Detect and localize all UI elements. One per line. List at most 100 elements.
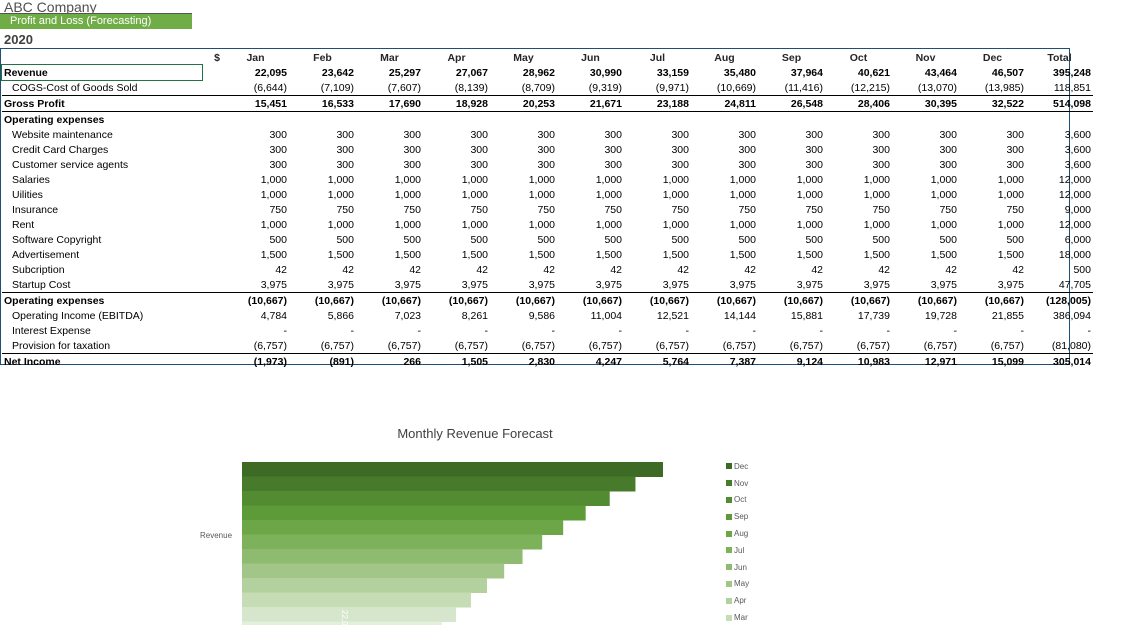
empty-cell[interactable] — [289, 111, 356, 127]
value-cell[interactable]: 1,000 — [796, 218, 823, 231]
value-cell[interactable]: (9,971) — [655, 81, 689, 94]
total-cell[interactable]: 47,705 — [1058, 278, 1091, 291]
revenue-bar-chart[interactable]: 22,0 — [0, 440, 720, 625]
value-cell[interactable]: 7,023 — [394, 309, 421, 322]
empty-cell[interactable] — [490, 111, 557, 127]
value-cell[interactable]: 750 — [403, 203, 421, 216]
value-cell[interactable]: 30,395 — [892, 95, 959, 112]
value-cell[interactable]: 1,000 — [662, 173, 689, 186]
value-cell[interactable]: - — [819, 324, 824, 337]
value-cell[interactable]: (10,669) — [716, 81, 756, 94]
row-label[interactable]: Salaries — [12, 173, 50, 186]
value-cell[interactable]: - — [953, 324, 958, 337]
value-cell[interactable]: (11,416) — [784, 81, 823, 94]
empty-cell[interactable] — [624, 111, 691, 127]
empty-cell[interactable] — [423, 111, 490, 127]
value-cell[interactable]: 21,855 — [991, 309, 1024, 322]
value-cell[interactable]: 28,962 — [522, 66, 555, 79]
value-cell[interactable]: 4,784 — [260, 309, 287, 322]
bar-mar[interactable] — [242, 592, 471, 608]
legend-item[interactable]: Nov — [726, 475, 749, 492]
value-cell[interactable]: 1,500 — [461, 248, 488, 261]
value-cell[interactable]: 1,000 — [260, 218, 287, 231]
value-cell[interactable]: 750 — [336, 203, 354, 216]
value-cell[interactable]: 300 — [872, 158, 890, 171]
value-cell[interactable]: - — [886, 324, 891, 337]
value-cell[interactable]: 300 — [403, 128, 421, 141]
value-cell[interactable]: (10,667) — [557, 292, 624, 308]
total-cell[interactable]: 12,000 — [1058, 188, 1091, 201]
value-cell[interactable]: - — [350, 324, 355, 337]
value-cell[interactable]: 7,387 — [691, 353, 758, 369]
value-cell[interactable]: 1,000 — [528, 173, 555, 186]
value-cell[interactable]: 42 — [677, 263, 689, 276]
value-cell[interactable]: (6,757) — [454, 339, 488, 352]
value-cell[interactable]: 500 — [1006, 233, 1024, 246]
value-cell[interactable]: (10,667) — [423, 292, 490, 308]
value-cell[interactable]: 1,500 — [327, 248, 354, 261]
value-cell[interactable]: 300 — [671, 128, 689, 141]
value-cell[interactable]: 300 — [604, 143, 622, 156]
value-cell[interactable]: (10,667) — [825, 292, 892, 308]
value-cell[interactable]: (6,757) — [588, 339, 622, 352]
value-cell[interactable]: 19,728 — [924, 309, 957, 322]
value-cell[interactable]: 21,671 — [557, 95, 624, 112]
empty-cell[interactable] — [356, 111, 423, 127]
value-cell[interactable]: 1,000 — [394, 173, 421, 186]
value-cell[interactable]: (10,667) — [758, 292, 825, 308]
value-cell[interactable]: (10,667) — [691, 292, 758, 308]
value-cell[interactable]: 23,188 — [624, 95, 691, 112]
value-cell[interactable]: 750 — [1006, 203, 1024, 216]
value-cell[interactable]: 3,975 — [260, 278, 287, 291]
value-cell[interactable]: 15,451 — [222, 95, 289, 112]
total-cell[interactable]: 12,000 — [1058, 173, 1091, 186]
value-cell[interactable]: 42 — [878, 263, 890, 276]
value-cell[interactable]: - — [551, 324, 556, 337]
value-cell[interactable]: 1,000 — [729, 218, 756, 231]
value-cell[interactable]: (6,757) — [655, 339, 689, 352]
value-cell[interactable]: 1,000 — [863, 188, 890, 201]
value-cell[interactable]: 42 — [275, 263, 287, 276]
value-cell[interactable]: - — [417, 324, 422, 337]
value-cell[interactable]: (10,667) — [222, 292, 289, 308]
value-cell[interactable]: 23,642 — [321, 66, 354, 79]
value-cell[interactable]: (9,319) — [588, 81, 622, 94]
value-cell[interactable]: 1,000 — [260, 188, 287, 201]
value-cell[interactable]: 1,500 — [394, 248, 421, 261]
value-cell[interactable]: 500 — [805, 233, 823, 246]
total-cell[interactable]: 18,000 — [1058, 248, 1091, 261]
row-label[interactable]: COGS-Cost of Goods Sold — [12, 81, 138, 94]
value-cell[interactable]: 40,621 — [857, 66, 890, 79]
empty-cell[interactable] — [557, 111, 624, 127]
value-cell[interactable]: 27,067 — [455, 66, 488, 79]
value-cell[interactable]: 300 — [403, 158, 421, 171]
value-cell[interactable]: 43,464 — [924, 66, 957, 79]
row-label[interactable]: Uilities — [12, 188, 43, 201]
value-cell[interactable]: 3,975 — [528, 278, 555, 291]
value-cell[interactable]: 42 — [744, 263, 756, 276]
value-cell[interactable]: 1,000 — [394, 218, 421, 231]
value-cell[interactable]: 1,505 — [423, 353, 490, 369]
empty-cell[interactable] — [825, 111, 892, 127]
value-cell[interactable]: 3,975 — [863, 278, 890, 291]
value-cell[interactable]: 300 — [805, 158, 823, 171]
value-cell[interactable]: 32,522 — [959, 95, 1026, 112]
legend-item[interactable]: Mar — [726, 609, 749, 626]
value-cell[interactable]: 1,000 — [930, 218, 957, 231]
row-label[interactable]: Operating expenses — [2, 111, 202, 127]
empty-cell[interactable] — [758, 111, 825, 127]
value-cell[interactable]: 1,000 — [662, 218, 689, 231]
value-cell[interactable]: (6,757) — [990, 339, 1024, 352]
total-cell[interactable]: 500 — [1073, 263, 1091, 276]
value-cell[interactable]: (7,109) — [320, 81, 354, 94]
value-cell[interactable]: - — [283, 324, 288, 337]
value-cell[interactable]: 17,690 — [356, 95, 423, 112]
value-cell[interactable]: (1,973) — [222, 353, 289, 369]
total-cell[interactable]: (128,005) — [1026, 292, 1093, 308]
value-cell[interactable]: (6,644) — [253, 81, 287, 94]
value-cell[interactable]: 300 — [671, 158, 689, 171]
value-cell[interactable]: 300 — [805, 143, 823, 156]
value-cell[interactable]: 300 — [939, 128, 957, 141]
value-cell[interactable]: 18,928 — [423, 95, 490, 112]
value-cell[interactable]: 1,000 — [327, 173, 354, 186]
